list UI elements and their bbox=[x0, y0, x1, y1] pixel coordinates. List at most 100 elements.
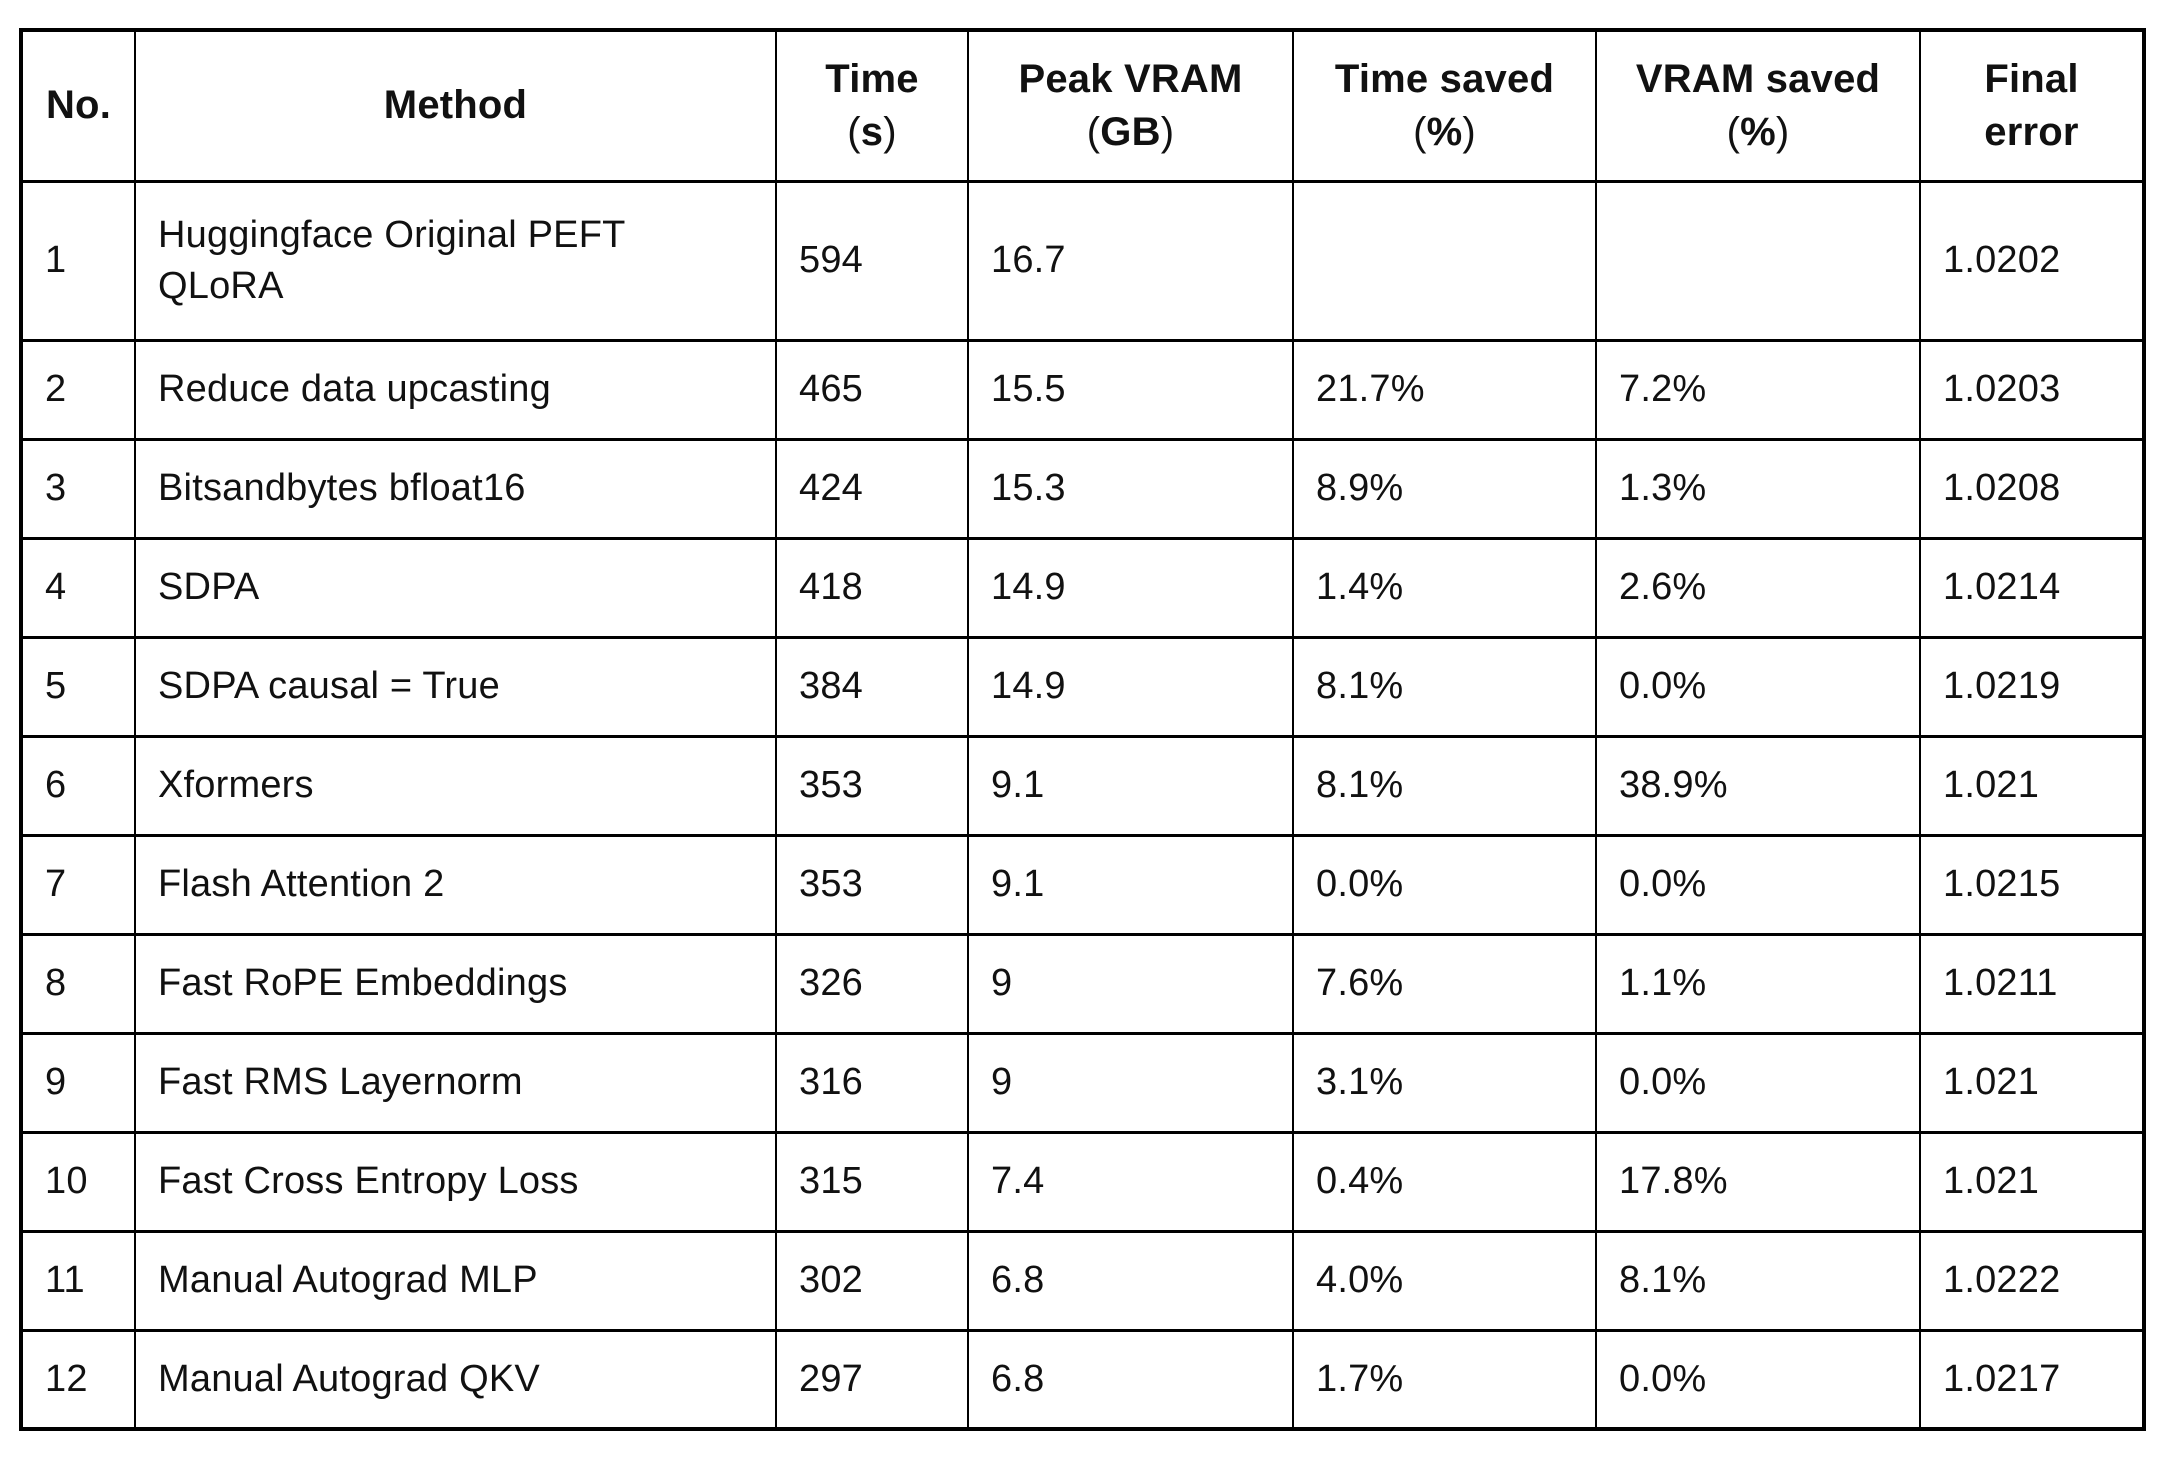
col-header-no: No. bbox=[20, 28, 136, 183]
header-label: No. bbox=[45, 83, 112, 128]
cell-time: 315 bbox=[775, 1130, 969, 1233]
cell-peak-vram: 15.3 bbox=[967, 437, 1294, 540]
cell-method: Xformers bbox=[134, 734, 777, 837]
cell-final-error: 1.0214 bbox=[1919, 536, 2145, 639]
cell-method: Fast RMS Layernorm bbox=[134, 1031, 777, 1134]
cell-vram-saved: 1.3% bbox=[1595, 437, 1921, 540]
header-unit: (%) bbox=[1726, 109, 1790, 154]
cell-time: 594 bbox=[775, 179, 969, 342]
cell-time-saved: 7.6% bbox=[1292, 932, 1597, 1035]
cell-vram-saved: 17.8% bbox=[1595, 1130, 1921, 1233]
cell-final-error: 1.021 bbox=[1919, 1031, 2145, 1134]
cell-time: 418 bbox=[775, 536, 969, 639]
cell-method: Flash Attention 2 bbox=[134, 833, 777, 936]
cell-no: 5 bbox=[20, 635, 136, 738]
cell-no: 11 bbox=[20, 1229, 136, 1332]
cell-peak-vram: 15.5 bbox=[967, 338, 1294, 441]
cell-no: 12 bbox=[20, 1328, 136, 1431]
cell-final-error: 1.0211 bbox=[1919, 932, 2145, 1035]
cell-no: 4 bbox=[20, 536, 136, 639]
cell-peak-vram: 14.9 bbox=[967, 635, 1294, 738]
header-unit: (GB) bbox=[1086, 109, 1175, 154]
cell-no: 1 bbox=[20, 179, 136, 342]
header-label: Peak VRAM bbox=[1018, 56, 1243, 101]
cell-time-saved bbox=[1292, 179, 1597, 342]
cell-time: 424 bbox=[775, 437, 969, 540]
table-header: No. Method Time (s) Peak VRAM (GB) Time … bbox=[20, 28, 2145, 183]
cell-time: 465 bbox=[775, 338, 969, 441]
table-row: 4 SDPA 418 14.9 1.4% 2.6% 1.0214 bbox=[20, 536, 2145, 639]
header-label: Final bbox=[1984, 56, 2079, 101]
cell-time-saved: 0.0% bbox=[1292, 833, 1597, 936]
cell-no: 9 bbox=[20, 1031, 136, 1134]
cell-final-error: 1.0202 bbox=[1919, 179, 2145, 342]
cell-vram-saved: 38.9% bbox=[1595, 734, 1921, 837]
cell-time-saved: 4.0% bbox=[1292, 1229, 1597, 1332]
cell-no: 3 bbox=[20, 437, 136, 540]
header-label: Time saved bbox=[1334, 56, 1555, 101]
cell-method: Huggingface Original PEFT QLoRA bbox=[134, 179, 777, 342]
cell-peak-vram: 9.1 bbox=[967, 833, 1294, 936]
header-unit: (s) bbox=[847, 109, 897, 154]
cell-method: SDPA causal = True bbox=[134, 635, 777, 738]
cell-no: 10 bbox=[20, 1130, 136, 1233]
cell-peak-vram: 6.8 bbox=[967, 1229, 1294, 1332]
cell-time-saved: 21.7% bbox=[1292, 338, 1597, 441]
header-row: No. Method Time (s) Peak VRAM (GB) Time … bbox=[20, 28, 2145, 183]
cell-method: Fast RoPE Embeddings bbox=[134, 932, 777, 1035]
cell-final-error: 1.0219 bbox=[1919, 635, 2145, 738]
col-header-time: Time (s) bbox=[775, 28, 969, 183]
cell-time-saved: 8.9% bbox=[1292, 437, 1597, 540]
col-header-final-error: Final error bbox=[1919, 28, 2145, 183]
benchmark-table: No. Method Time (s) Peak VRAM (GB) Time … bbox=[19, 28, 2146, 1431]
cell-vram-saved: 8.1% bbox=[1595, 1229, 1921, 1332]
cell-no: 7 bbox=[20, 833, 136, 936]
cell-time-saved: 8.1% bbox=[1292, 734, 1597, 837]
cell-method: Reduce data upcasting bbox=[134, 338, 777, 441]
cell-method: Manual Autograd QKV bbox=[134, 1328, 777, 1431]
cell-final-error: 1.021 bbox=[1919, 734, 2145, 837]
cell-final-error: 1.0215 bbox=[1919, 833, 2145, 936]
cell-vram-saved: 0.0% bbox=[1595, 635, 1921, 738]
header-label-line2: error bbox=[1984, 109, 2079, 154]
cell-vram-saved: 0.0% bbox=[1595, 1031, 1921, 1134]
header-label: Time bbox=[825, 56, 919, 101]
col-header-vram-saved: VRAM saved (%) bbox=[1595, 28, 1921, 183]
table-row: 1 Huggingface Original PEFT QLoRA 594 16… bbox=[20, 179, 2145, 342]
table-row: 2 Reduce data upcasting 465 15.5 21.7% 7… bbox=[20, 338, 2145, 441]
header-label: VRAM saved bbox=[1635, 56, 1881, 101]
cell-peak-vram: 6.8 bbox=[967, 1328, 1294, 1431]
cell-vram-saved: 0.0% bbox=[1595, 1328, 1921, 1431]
cell-no: 6 bbox=[20, 734, 136, 837]
cell-time: 316 bbox=[775, 1031, 969, 1134]
table-row: 5 SDPA causal = True 384 14.9 8.1% 0.0% … bbox=[20, 635, 2145, 738]
cell-time-saved: 3.1% bbox=[1292, 1031, 1597, 1134]
cell-time: 384 bbox=[775, 635, 969, 738]
cell-peak-vram: 9.1 bbox=[967, 734, 1294, 837]
table-row: 12 Manual Autograd QKV 297 6.8 1.7% 0.0%… bbox=[20, 1328, 2145, 1431]
cell-vram-saved: 7.2% bbox=[1595, 338, 1921, 441]
cell-time-saved: 8.1% bbox=[1292, 635, 1597, 738]
cell-peak-vram: 9 bbox=[967, 1031, 1294, 1134]
table-row: 6 Xformers 353 9.1 8.1% 38.9% 1.021 bbox=[20, 734, 2145, 837]
cell-peak-vram: 14.9 bbox=[967, 536, 1294, 639]
cell-no: 2 bbox=[20, 338, 136, 441]
cell-time: 353 bbox=[775, 833, 969, 936]
cell-method: Fast Cross Entropy Loss bbox=[134, 1130, 777, 1233]
cell-method: SDPA bbox=[134, 536, 777, 639]
cell-vram-saved bbox=[1595, 179, 1921, 342]
cell-time-saved: 1.4% bbox=[1292, 536, 1597, 639]
cell-final-error: 1.021 bbox=[1919, 1130, 2145, 1233]
table-row: 11 Manual Autograd MLP 302 6.8 4.0% 8.1%… bbox=[20, 1229, 2145, 1332]
cell-final-error: 1.0222 bbox=[1919, 1229, 2145, 1332]
table-row: 8 Fast RoPE Embeddings 326 9 7.6% 1.1% 1… bbox=[20, 932, 2145, 1035]
cell-time: 302 bbox=[775, 1229, 969, 1332]
cell-time: 353 bbox=[775, 734, 969, 837]
table-row: 10 Fast Cross Entropy Loss 315 7.4 0.4% … bbox=[20, 1130, 2145, 1233]
cell-method: Manual Autograd MLP bbox=[134, 1229, 777, 1332]
cell-peak-vram: 7.4 bbox=[967, 1130, 1294, 1233]
cell-vram-saved: 0.0% bbox=[1595, 833, 1921, 936]
table-row: 7 Flash Attention 2 353 9.1 0.0% 0.0% 1.… bbox=[20, 833, 2145, 936]
table-body: 1 Huggingface Original PEFT QLoRA 594 16… bbox=[20, 179, 2145, 1431]
cell-no: 8 bbox=[20, 932, 136, 1035]
